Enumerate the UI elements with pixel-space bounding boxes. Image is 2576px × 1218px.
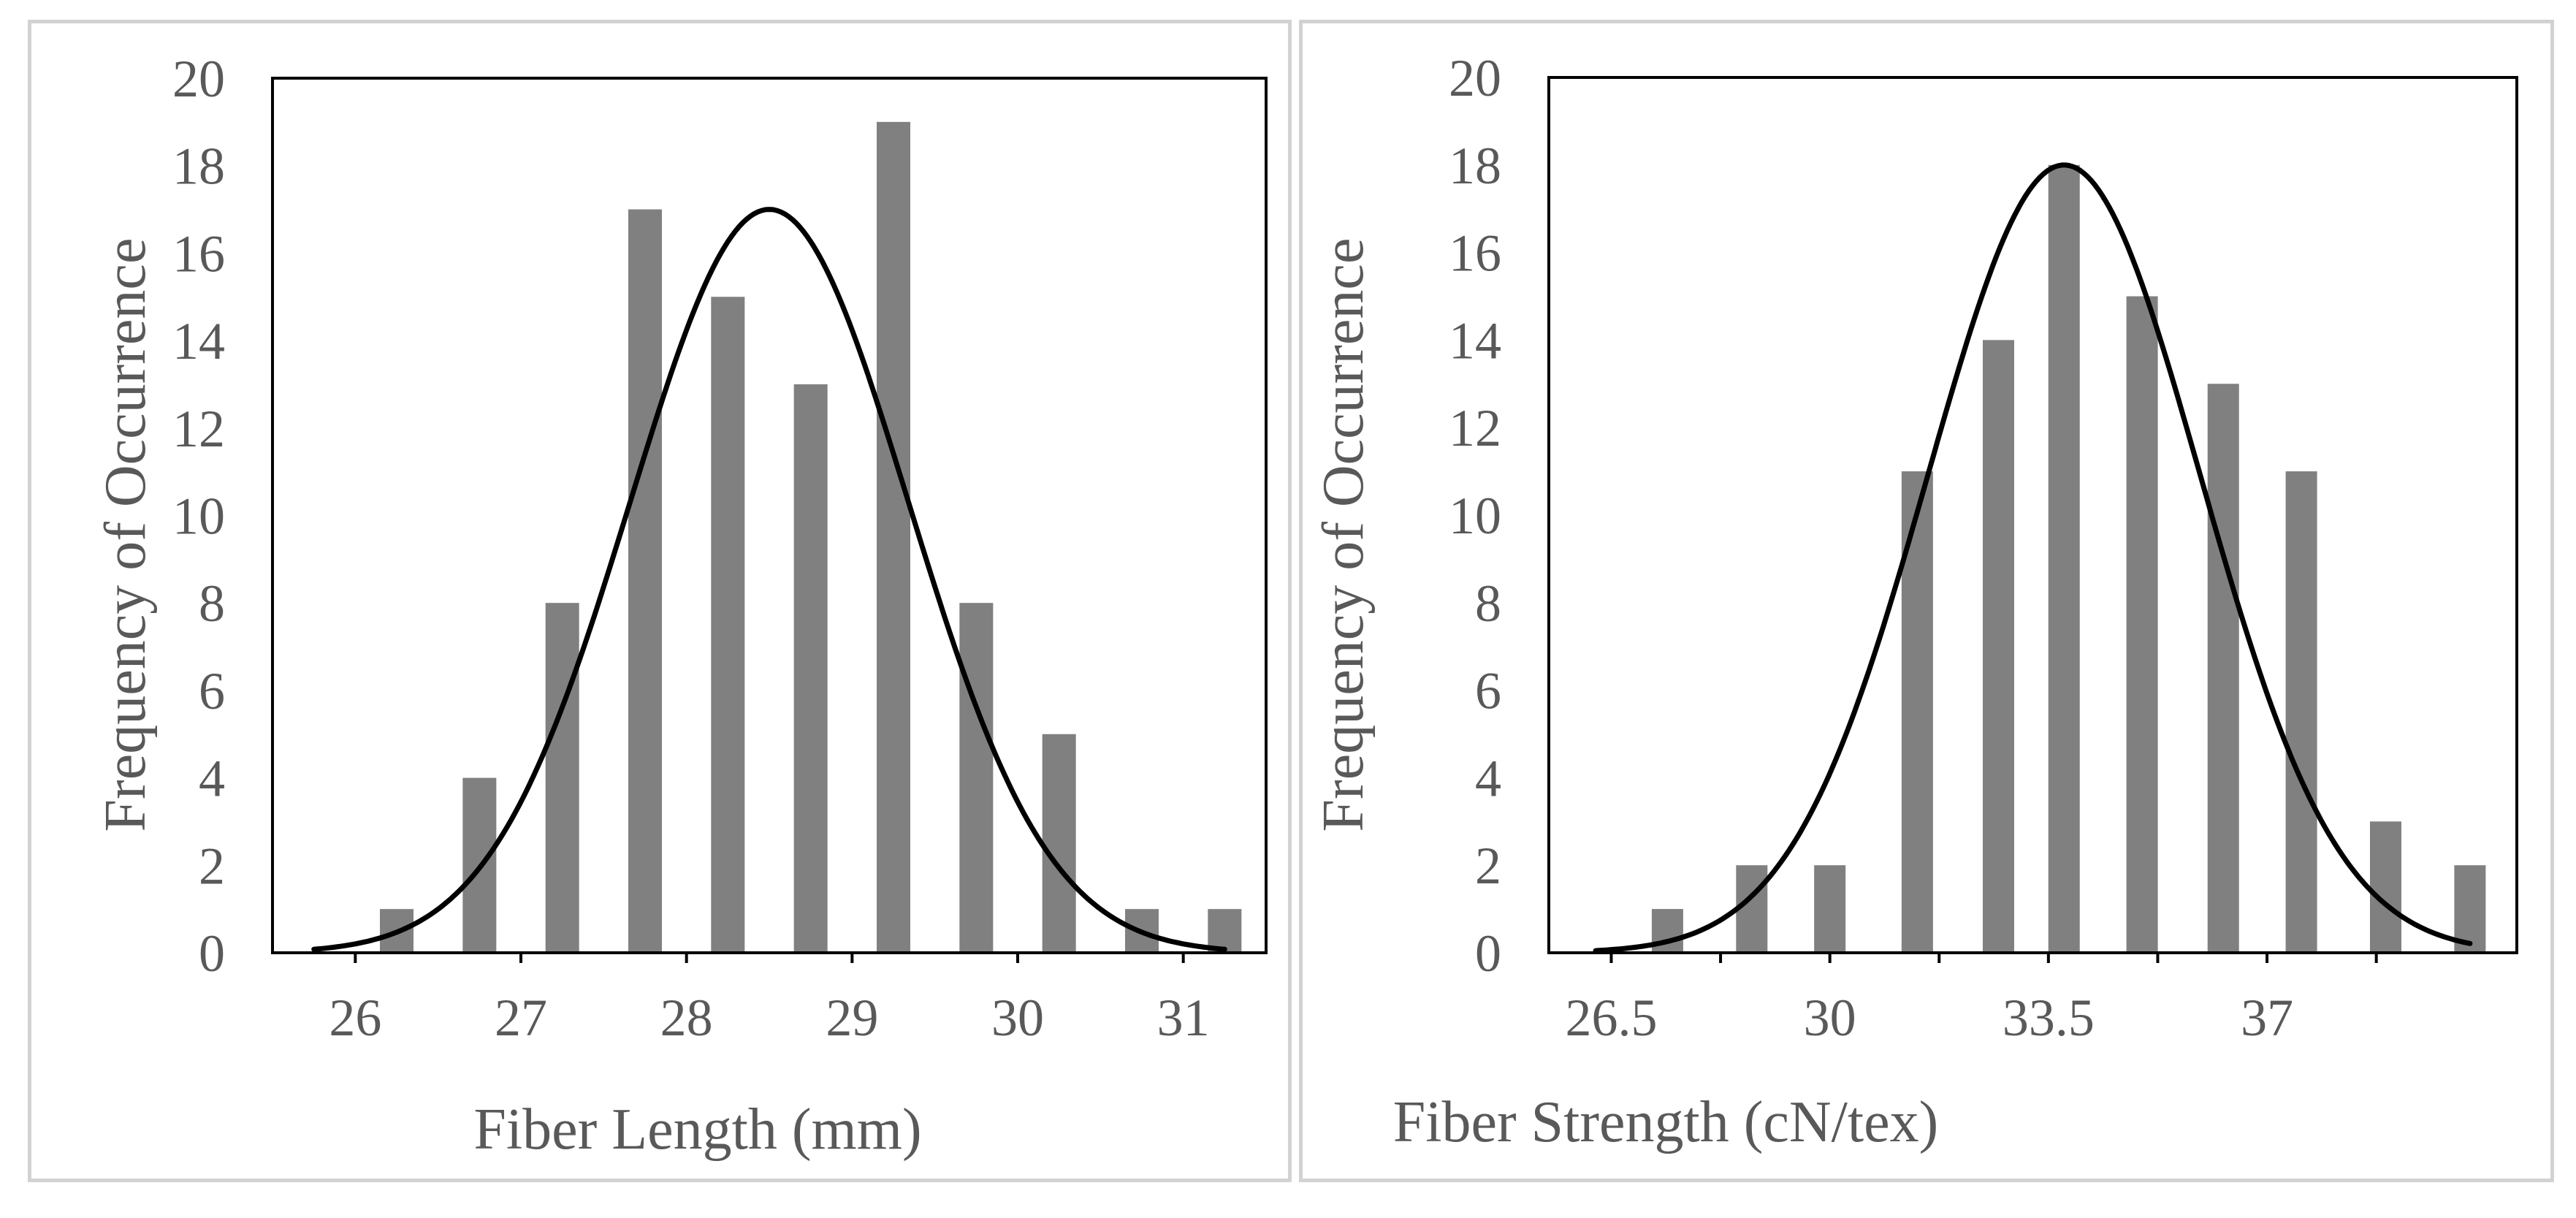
x-tick-label: 33.5 (2003, 989, 2095, 1047)
bar (2454, 865, 2486, 953)
x-tick-label: 37 (2241, 989, 2293, 1047)
y-tick-labels: 0 2 4 6 8 10 12 14 16 18 20 (1449, 49, 1501, 983)
y-tick-label: 8 (1475, 574, 1501, 633)
y-tick-label: 14 (1449, 311, 1501, 370)
axes-layer (271, 77, 1268, 963)
y-tick-label: 20 (172, 50, 225, 108)
bar (545, 603, 579, 953)
y-axis-title: Frequency of Occurrence (94, 238, 158, 832)
bar (2207, 384, 2239, 953)
bar (2369, 821, 2401, 953)
y-tick-label: 6 (199, 662, 225, 720)
y-tick-label: 20 (1449, 49, 1501, 107)
x-tick-label: 30 (1804, 989, 1856, 1047)
y-tick-label: 16 (1449, 224, 1501, 283)
plot-frame (271, 77, 1268, 954)
y-tick-label: 18 (1449, 137, 1501, 195)
normal-curve (1593, 162, 2473, 954)
y-tick-label: 4 (1475, 749, 1501, 807)
x-tick-label: 29 (826, 989, 878, 1047)
x-tick-label: 27 (495, 989, 547, 1047)
bars (1651, 164, 2486, 953)
fiber-strength-chart: 0 2 4 6 8 10 12 14 16 18 20 26.5 30 33.5 37 Fiber Str… (1311, 49, 2518, 1154)
x-axis-title: Fiber Strength (cN/tex) (1393, 1090, 1938, 1154)
bar (1814, 865, 1846, 953)
x-tick-label: 30 (991, 989, 1044, 1047)
y-tick-label: 10 (172, 487, 225, 546)
y-tick-label: 0 (199, 924, 225, 983)
bar (2126, 296, 2158, 953)
bar (1208, 909, 1242, 953)
bar (959, 603, 994, 953)
y-tick-label: 2 (1475, 837, 1501, 895)
y-tick-label: 4 (199, 750, 225, 808)
y-tick-label: 18 (172, 137, 225, 196)
axes-layer (1547, 76, 2518, 963)
bar (628, 209, 662, 953)
x-axis-title: Fiber Length (mm) (473, 1097, 921, 1162)
bar (2048, 164, 2080, 953)
bar (1982, 340, 2014, 953)
y-tick-label: 16 (172, 224, 225, 283)
x-tick-label: 26.5 (1565, 989, 1657, 1047)
plot-frame (1547, 76, 2518, 954)
x-tick-labels: 26.5 30 33.5 37 (1565, 989, 2293, 1047)
y-tick-label: 2 (199, 837, 225, 895)
bar (877, 121, 910, 954)
x-tick-labels: 26 27 28 29 30 31 (329, 989, 1209, 1047)
bar (1736, 865, 1768, 953)
bars (380, 121, 1242, 954)
y-tick-label: 10 (1449, 487, 1501, 545)
y-tick-labels: 0 2 4 6 8 10 12 14 16 18 20 (172, 50, 225, 983)
x-tick-label: 31 (1157, 989, 1210, 1047)
normal-curve (311, 207, 1227, 952)
bar (711, 297, 745, 953)
curve-layer (1593, 162, 2473, 954)
y-axis-title: Frequency of Occurrence (1311, 238, 1376, 832)
y-tick-label: 6 (1475, 662, 1501, 720)
curve-layer (311, 207, 1227, 952)
bar (1042, 734, 1076, 953)
y-tick-label: 12 (172, 400, 225, 458)
bar (2285, 471, 2317, 953)
x-tick-label: 26 (329, 989, 381, 1047)
y-tick-label: 8 (199, 574, 225, 633)
fiber-strength-chart-panel: 0 2 4 6 8 10 12 14 16 18 20 26.5 30 33.5 37 Fiber Str… (1299, 20, 2554, 1182)
bar (793, 384, 828, 953)
fiber-length-chart-panel: 0 2 4 6 8 10 12 14 16 18 20 26 27 28 29 30 31 Fiber Len… (28, 20, 1292, 1182)
fiber-length-chart: 0 2 4 6 8 10 12 14 16 18 20 26 27 28 29 30 31 Fiber Len… (94, 50, 1268, 1162)
y-tick-label: 12 (1449, 399, 1501, 457)
x-tick-label: 28 (660, 989, 713, 1047)
y-tick-label: 14 (172, 312, 225, 370)
y-tick-label: 0 (1475, 924, 1501, 983)
